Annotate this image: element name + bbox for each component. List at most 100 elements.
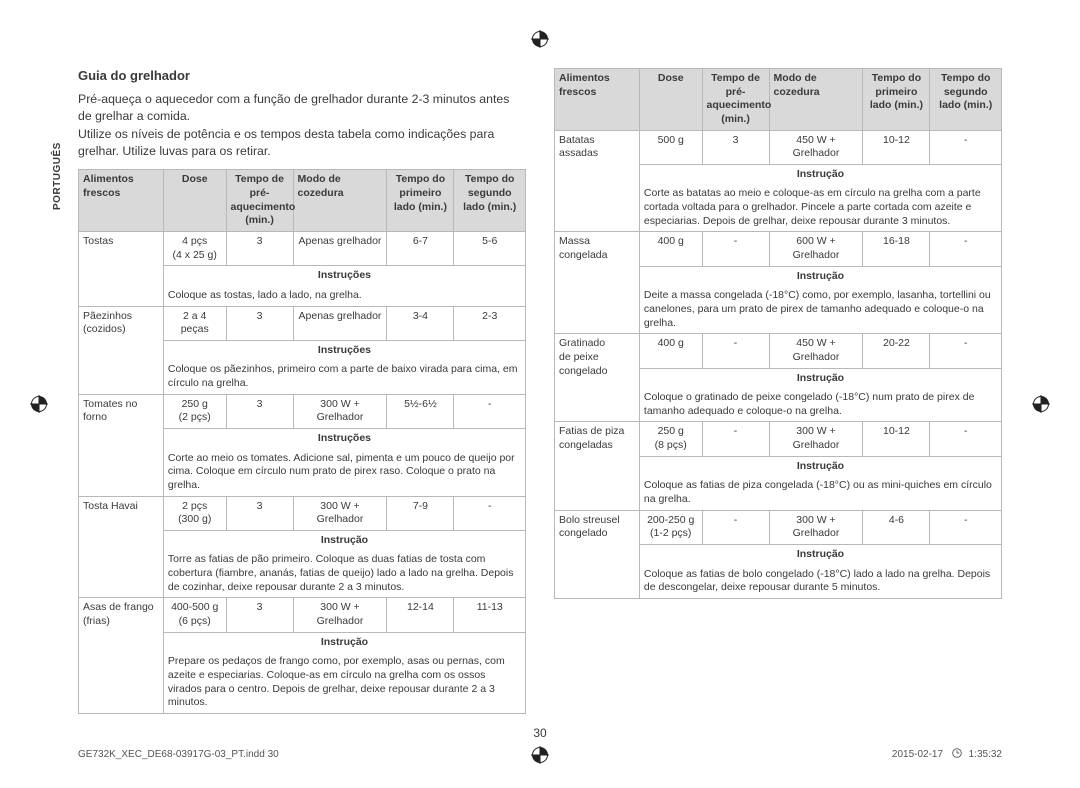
cell-preheat: 3 [226,598,293,632]
cell-mode: 300 W + Grelhador [293,598,387,632]
cell-food: Gratinadode peixecongelado [555,334,640,422]
cell-side1: 10-12 [863,422,930,456]
col-food: Alimentosfrescos [555,69,640,131]
cell-mode: Apenas grelhador [293,231,387,265]
footer-time: 1:35:32 [969,749,1002,760]
cell-preheat: - [702,232,769,266]
cell-preheat: - [702,510,769,544]
cell-mode: 600 W + Grelhador [769,232,863,266]
col-side2: Tempo dosegundolado (min.) [930,69,1002,131]
cell-dose: 250 g(8 pçs) [639,422,702,456]
grill-table-left: AlimentosfrescosDoseTempo de pré-aquecim… [78,169,526,714]
table-row: Pãezinhos(cozidos)2 a 4 peças3Apenas gre… [79,306,526,340]
instruction-text: Coloque os pãezinhos, primeiro com a par… [163,360,525,394]
table-body: Tostas4 pçs(4 x 25 g)3Apenas grelhador6-… [79,231,526,713]
cell-side1: 3-4 [387,306,454,340]
cell-side1: 12-14 [387,598,454,632]
instruction-label: Instruções [163,428,525,448]
instruction-label: Instrução [163,632,525,652]
cell-dose: 4 pçs(4 x 25 g) [163,231,226,265]
cell-side2: 11-13 [454,598,526,632]
cell-dose: 2 pçs(300 g) [163,496,226,530]
cell-mode: 300 W + Grelhador [769,422,863,456]
col-dose: Dose [639,69,702,131]
table-row: Fatias de pizacongeladas250 g(8 pçs)-300… [555,422,1002,456]
cell-dose: 2 a 4 peças [163,306,226,340]
cell-food: Fatias de pizacongeladas [555,422,640,510]
cell-food: Tostas [79,231,164,306]
cell-side1: 5½-6½ [387,394,454,428]
cell-mode: 300 W + Grelhador [293,496,387,530]
grill-table-right: AlimentosfrescosDoseTempo de pré-aquecim… [554,68,1002,599]
cell-food: Tomates noforno [79,394,164,496]
clock-icon [952,748,962,758]
table-body: Batatasassadas500 g3450 W + Grelhador10-… [555,130,1002,598]
col-mode: Modo decozedura [293,170,387,232]
instruction-label: Instruções [163,340,525,360]
cell-side1: 6-7 [387,231,454,265]
cell-dose: 500 g [639,130,702,164]
cell-dose: 400-500 g(6 pçs) [163,598,226,632]
cell-side1: 10-12 [863,130,930,164]
instruction-label: Instrução [639,544,1001,564]
instruction-text: Torre as fatias de pão primeiro. Coloque… [163,550,525,597]
table-row: Bolo streuselcongelado200-250 g(1-2 pçs)… [555,510,1002,544]
cell-food: Massacongelada [555,232,640,334]
cell-dose: 250 g(2 pçs) [163,394,226,428]
col-side2: Tempo dosegundolado (min.) [454,170,526,232]
document-page: PORTUGUÊS Guia do grelhador Pré-aqueça o… [0,0,1080,788]
table-row: Massacongelada400 g-600 W + Grelhador16-… [555,232,1002,266]
language-tab: PORTUGUÊS [52,142,63,210]
instruction-text: Deite a massa congelada (-18°C) como, po… [639,286,1001,333]
cell-food: Asas de frango(frias) [79,598,164,713]
table-row: Batatasassadas500 g3450 W + Grelhador10-… [555,130,1002,164]
footer-timestamp: 2015-02-17 1:35:32 [892,748,1002,760]
instruction-text: Corte ao meio os tomates. Adicione sal, … [163,449,525,496]
col-mode: Modo decozedura [769,69,863,131]
col-side1: Tempo doprimeirolado (min.) [863,69,930,131]
cell-mode: 300 W + Grelhador [769,510,863,544]
cell-dose: 200-250 g(1-2 pçs) [639,510,702,544]
instruction-text: Prepare os pedaços de frango como, por e… [163,652,525,713]
cell-side1: 4-6 [863,510,930,544]
cell-preheat: - [702,334,769,368]
instruction-label: Instrução [639,368,1001,388]
cell-mode: 450 W + Grelhador [769,130,863,164]
col-preheat: Tempo de pré-aquecimento(min.) [226,170,293,232]
cell-preheat: 3 [226,394,293,428]
cell-side1: 16-18 [863,232,930,266]
cell-food: Bolo streuselcongelado [555,510,640,598]
cell-mode: Apenas grelhador [293,306,387,340]
registration-mark-icon [531,30,549,48]
intro-paragraph-2: Utilize os níveis de potência e os tempo… [78,126,526,159]
cell-preheat: 3 [226,496,293,530]
instruction-label: Instrução [163,530,525,550]
cell-preheat: 3 [226,306,293,340]
cell-food: Batatasassadas [555,130,640,232]
instruction-label: Instrução [639,266,1001,286]
page-number: 30 [0,726,1080,740]
cell-dose: 400 g [639,334,702,368]
instruction-label: Instruções [163,266,525,286]
table-row: Asas de frango(frias)400-500 g(6 pçs)330… [79,598,526,632]
footer-date: 2015-02-17 [892,749,943,760]
cell-food: Pãezinhos(cozidos) [79,306,164,394]
table-header: AlimentosfrescosDoseTempo de pré-aquecim… [79,170,526,232]
cell-preheat: - [702,422,769,456]
cell-preheat: 3 [226,231,293,265]
cell-preheat: 3 [702,130,769,164]
cell-side2: 5-6 [454,231,526,265]
cell-side1: 7-9 [387,496,454,530]
cell-side1: 20-22 [863,334,930,368]
section-heading: Guia do grelhador [78,68,526,83]
cell-side2: - [930,232,1002,266]
table-row: Tostas4 pçs(4 x 25 g)3Apenas grelhador6-… [79,231,526,265]
table-header: AlimentosfrescosDoseTempo de pré-aquecim… [555,69,1002,131]
cell-side2: - [930,510,1002,544]
col-side1: Tempo doprimeirolado (min.) [387,170,454,232]
cell-dose: 400 g [639,232,702,266]
table-row: Tosta Havai2 pçs(300 g)3300 W + Grelhado… [79,496,526,530]
instruction-text: Coloque as tostas, lado a lado, na grelh… [163,286,525,306]
instruction-label: Instrução [639,456,1001,476]
cell-side2: 2-3 [454,306,526,340]
